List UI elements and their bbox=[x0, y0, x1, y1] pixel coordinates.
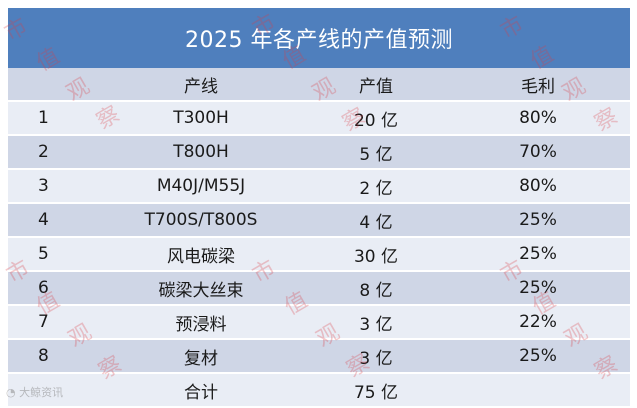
row-line: 碳梁大丝束 bbox=[96, 271, 306, 306]
row-value: 3 亿 bbox=[306, 339, 446, 374]
source-logo: ◔ 大鲸资讯 bbox=[6, 384, 63, 400]
row-index: 2 bbox=[8, 135, 96, 170]
row-value: 20 亿 bbox=[306, 101, 446, 136]
logo-icon: ◔ bbox=[6, 386, 16, 399]
row-value: 30 亿 bbox=[306, 237, 446, 272]
total-row: 合计 75 亿 bbox=[8, 373, 630, 408]
row-line: 复材 bbox=[96, 339, 306, 374]
row-margin: 80% bbox=[446, 101, 630, 136]
row-index: 5 bbox=[8, 237, 96, 272]
row-value: 3 亿 bbox=[306, 305, 446, 340]
row-margin: 22% bbox=[446, 305, 630, 340]
row-value: 8 亿 bbox=[306, 271, 446, 306]
row-value: 2 亿 bbox=[306, 169, 446, 204]
table-row: 6 碳梁大丝束 8 亿 25% bbox=[8, 271, 630, 306]
row-margin: 25% bbox=[446, 339, 630, 374]
header-row: 产线 产值 毛利 bbox=[8, 68, 630, 102]
total-value: 75 亿 bbox=[306, 373, 446, 408]
row-line: M40J/M55J bbox=[96, 169, 306, 204]
total-label: 合计 bbox=[96, 373, 306, 408]
table-container: 2025 年各产线的产值预测 产线 产值 毛利 1 T300H 20 亿 80%… bbox=[8, 8, 630, 408]
row-line: T300H bbox=[96, 101, 306, 136]
table-row: 7 预浸料 3 亿 22% bbox=[8, 305, 630, 340]
total-index bbox=[8, 373, 96, 408]
row-margin: 80% bbox=[446, 169, 630, 204]
row-value: 4 亿 bbox=[306, 203, 446, 238]
forecast-table: 产线 产值 毛利 1 T300H 20 亿 80% 2 T800H 5 亿 70… bbox=[8, 68, 630, 408]
row-line: T800H bbox=[96, 135, 306, 170]
row-index: 7 bbox=[8, 305, 96, 340]
row-index: 6 bbox=[8, 271, 96, 306]
logo-text: 大鲸资讯 bbox=[19, 386, 64, 399]
table-row: 2 T800H 5 亿 70% bbox=[8, 135, 630, 170]
row-margin: 25% bbox=[446, 237, 630, 272]
row-index: 3 bbox=[8, 169, 96, 204]
total-margin bbox=[446, 373, 630, 408]
table-row: 8 复材 3 亿 25% bbox=[8, 339, 630, 374]
table-row: 3 M40J/M55J 2 亿 80% bbox=[8, 169, 630, 204]
row-margin: 25% bbox=[446, 203, 630, 238]
table-row: 4 T700S/T800S 4 亿 25% bbox=[8, 203, 630, 238]
table-title: 2025 年各产线的产值预测 bbox=[8, 8, 630, 68]
row-index: 1 bbox=[8, 101, 96, 136]
row-value: 5 亿 bbox=[306, 135, 446, 170]
row-margin: 25% bbox=[446, 271, 630, 306]
row-line: 风电碳梁 bbox=[96, 237, 306, 272]
row-index: 8 bbox=[8, 339, 96, 374]
row-line: T700S/T800S bbox=[96, 203, 306, 238]
table-row: 5 风电碳梁 30 亿 25% bbox=[8, 237, 630, 272]
header-value: 产值 bbox=[306, 68, 446, 102]
header-line: 产线 bbox=[96, 68, 306, 102]
header-margin: 毛利 bbox=[446, 68, 630, 102]
row-index: 4 bbox=[8, 203, 96, 238]
row-margin: 70% bbox=[446, 135, 630, 170]
table-row: 1 T300H 20 亿 80% bbox=[8, 101, 630, 136]
row-line: 预浸料 bbox=[96, 305, 306, 340]
header-index bbox=[8, 68, 96, 102]
